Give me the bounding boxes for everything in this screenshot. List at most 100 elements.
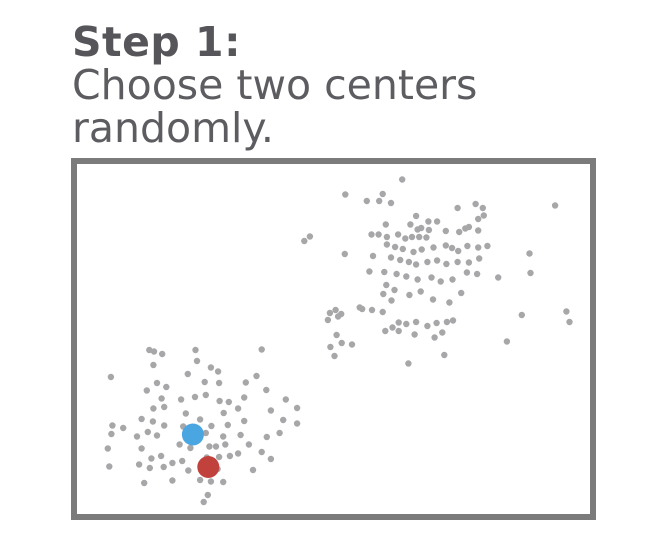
data-point [301, 237, 308, 245]
data-point [143, 387, 150, 394]
scatter-plot-frame [71, 158, 596, 520]
data-point [120, 424, 127, 432]
data-point [215, 453, 223, 461]
data-point [375, 231, 382, 238]
data-point [458, 289, 465, 297]
data-point [439, 329, 446, 336]
data-point [220, 478, 227, 486]
data-point [383, 241, 391, 248]
data-point [150, 361, 157, 369]
data-point [381, 268, 388, 276]
data-point [133, 433, 141, 440]
data-point [207, 364, 215, 371]
data-point [224, 421, 231, 429]
data-point [179, 457, 186, 465]
data-point [157, 452, 165, 460]
data-point [263, 433, 270, 441]
data-point [465, 223, 473, 231]
data-point [153, 379, 161, 387]
data-point [433, 218, 441, 225]
data-point [182, 410, 189, 417]
data-point [563, 308, 570, 315]
data-point [135, 461, 143, 468]
data-point [382, 221, 389, 228]
data-point [443, 260, 450, 268]
data-point [242, 379, 249, 386]
data-point [412, 318, 420, 326]
data-point [454, 258, 461, 266]
data-point [176, 441, 183, 448]
heading: Step 1: Choose two centers randomly. [72, 20, 632, 150]
data-point [150, 348, 158, 355]
data-point [220, 409, 227, 417]
data-point [280, 416, 287, 424]
data-point [225, 398, 232, 406]
data-point [276, 429, 283, 437]
data-point [388, 297, 395, 304]
data-point [146, 464, 153, 472]
data-point [109, 422, 116, 429]
data-point [208, 422, 215, 430]
data-point [160, 463, 167, 471]
data-point [431, 334, 438, 341]
data-point [104, 445, 111, 452]
data-point [473, 270, 481, 278]
data-point [293, 404, 301, 412]
data-point [327, 343, 334, 351]
data-point [495, 274, 502, 281]
data-point [149, 418, 157, 425]
data-point [402, 235, 409, 242]
data-point [161, 403, 168, 411]
data-point [405, 360, 412, 367]
data-point [234, 405, 242, 412]
data-point [326, 309, 334, 317]
data-point [196, 416, 204, 423]
data-point [379, 190, 386, 198]
data-point [263, 386, 270, 394]
data-point [433, 257, 441, 264]
data-point [449, 276, 456, 283]
data-point [153, 432, 161, 439]
data-point [408, 233, 416, 241]
data-point [222, 441, 229, 448]
data-point [464, 242, 471, 250]
data-point [214, 368, 222, 375]
data-point [204, 491, 211, 499]
data-point [338, 339, 345, 347]
data-point [443, 318, 451, 326]
data-point [159, 350, 166, 358]
data-point [342, 191, 349, 198]
data-point [333, 331, 340, 339]
data-point [442, 227, 449, 235]
data-point [161, 422, 168, 429]
data-point [403, 320, 410, 328]
data-point [430, 244, 437, 251]
data-point [158, 395, 165, 402]
data-point [324, 316, 332, 324]
data-point [379, 308, 386, 316]
data-point [196, 476, 204, 484]
center-blue [181, 423, 204, 446]
data-point [424, 322, 431, 330]
data-point [220, 433, 227, 440]
data-point [454, 204, 461, 212]
center-red [197, 456, 220, 478]
data-point [169, 477, 176, 484]
data-point [551, 202, 559, 209]
data-point [414, 226, 421, 233]
data-point [207, 478, 215, 485]
data-point [475, 215, 482, 223]
data-point [282, 396, 289, 403]
data-point [376, 197, 383, 205]
data-point [169, 459, 176, 467]
data-point [456, 228, 463, 236]
data-point [356, 304, 363, 311]
data-point [293, 420, 301, 427]
data-point [448, 244, 456, 252]
data-point [414, 276, 421, 283]
data-point [191, 393, 199, 401]
data-point [201, 378, 208, 386]
data-point [141, 479, 148, 487]
data-point [423, 234, 430, 241]
data-point [428, 274, 435, 281]
